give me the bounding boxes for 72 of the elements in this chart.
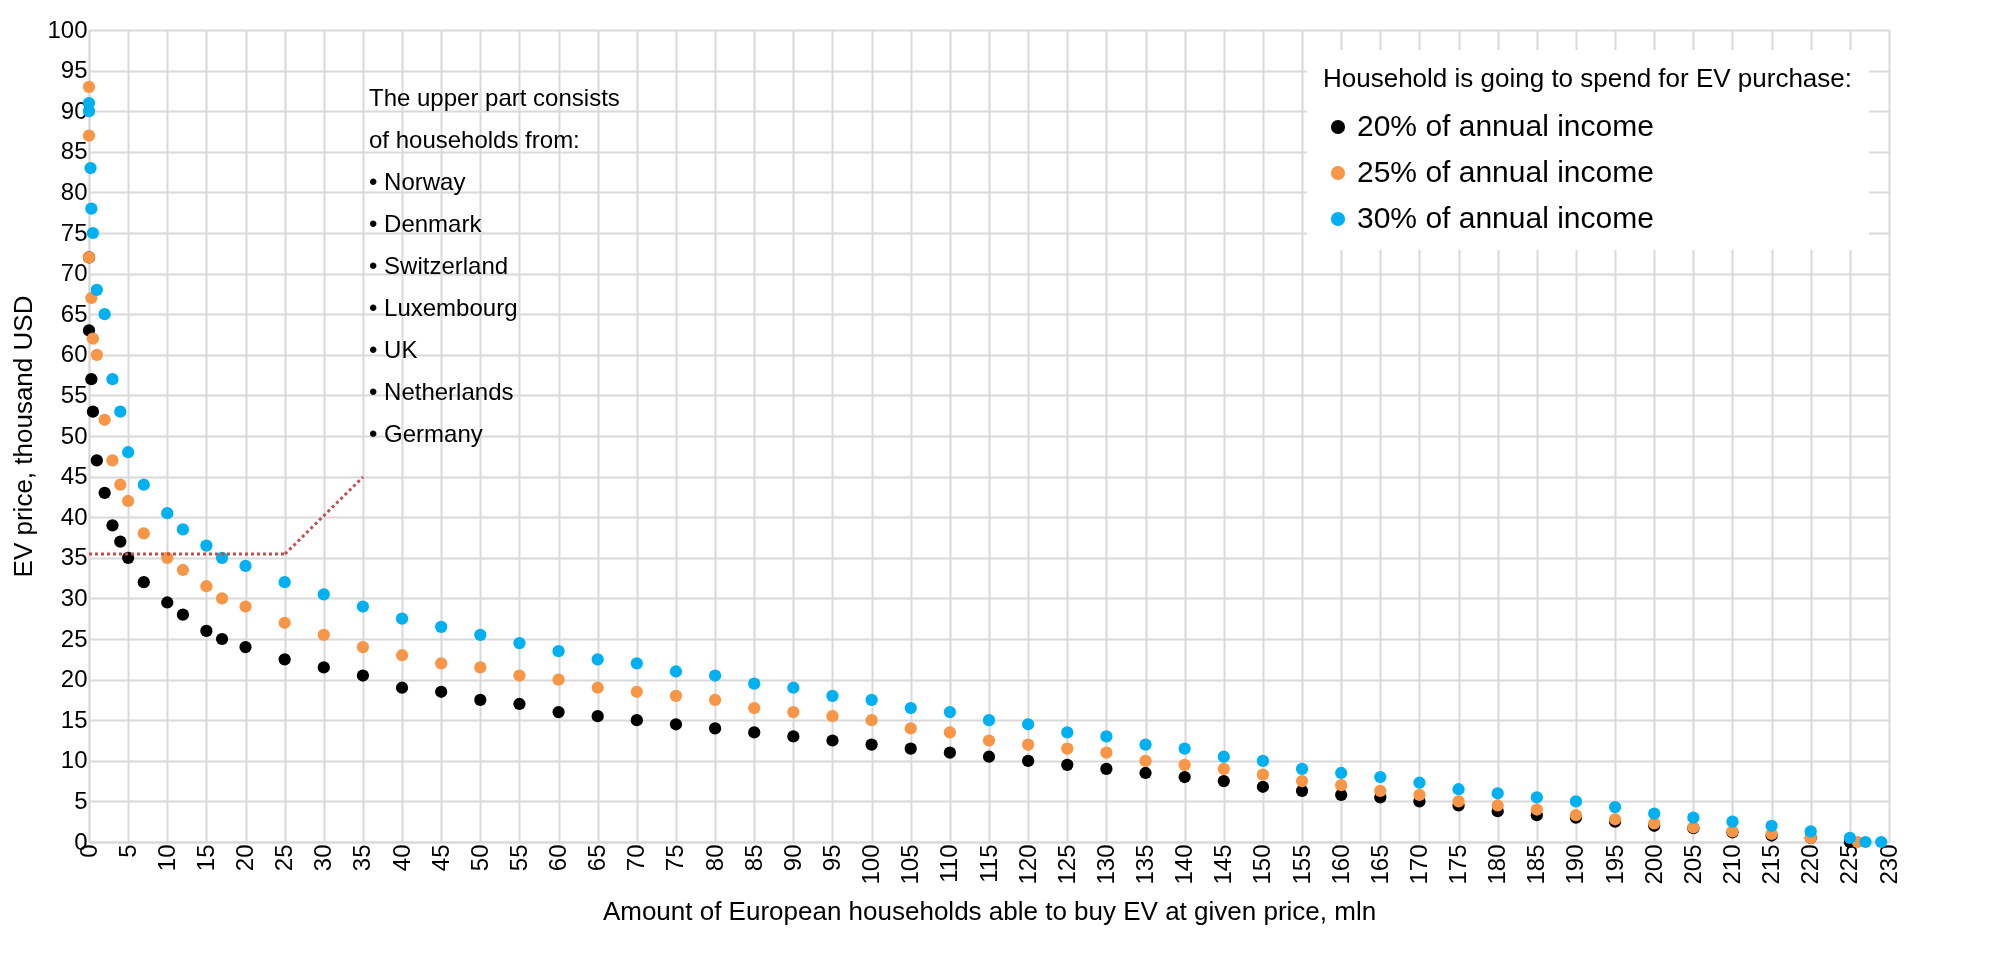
x-tick-label: 40 bbox=[387, 844, 415, 872]
y-tick-label: 80 bbox=[60, 177, 88, 205]
x-tick-label: 105 bbox=[896, 844, 924, 885]
x-tick-label: 35 bbox=[348, 844, 376, 872]
x-tick-label: 220 bbox=[1796, 844, 1824, 885]
y-tick-label: 60 bbox=[60, 340, 88, 368]
x-tick-label: 165 bbox=[1365, 844, 1393, 885]
x-tick-label: 75 bbox=[661, 844, 689, 872]
y-tick-label: 30 bbox=[60, 583, 88, 611]
y-tick-label: 70 bbox=[60, 259, 88, 287]
x-tick-label: 140 bbox=[1170, 844, 1198, 885]
x-tick-label: 30 bbox=[309, 844, 337, 872]
y-tick-label: 95 bbox=[60, 56, 88, 84]
x-tick-label: 70 bbox=[622, 844, 650, 872]
y-tick-label: 100 bbox=[47, 15, 88, 43]
legend-label: 30% of annual income bbox=[1357, 201, 1654, 234]
y-tick-label: 25 bbox=[60, 624, 88, 652]
x-tick-label: 190 bbox=[1561, 844, 1589, 885]
legend-label: 25% of annual income bbox=[1357, 155, 1654, 188]
x-tick-label: 50 bbox=[465, 844, 493, 872]
legend-label: 20% of annual income bbox=[1357, 109, 1654, 142]
x-tick-label: 200 bbox=[1639, 844, 1667, 885]
x-tick-label: 150 bbox=[1248, 844, 1276, 885]
x-tick-label: 155 bbox=[1287, 844, 1315, 885]
x-tick-label: 160 bbox=[1326, 844, 1354, 885]
x-tick-label: 60 bbox=[544, 844, 572, 872]
y-tick-label: 40 bbox=[60, 502, 88, 530]
y-tick-label: 15 bbox=[60, 705, 88, 733]
x-tick-label: 145 bbox=[1209, 844, 1237, 885]
x-tick-label: 225 bbox=[1835, 844, 1863, 885]
y-tick-label: 20 bbox=[60, 665, 88, 693]
x-tick-label: 65 bbox=[583, 844, 611, 872]
x-tick-label: 95 bbox=[817, 844, 845, 872]
y-tick-label: 10 bbox=[60, 746, 88, 774]
x-tick-label: 45 bbox=[426, 844, 454, 872]
x-tick-label: 55 bbox=[504, 844, 532, 872]
x-tick-label: 5 bbox=[113, 844, 141, 858]
legend-title: Household is going to spend for EV purchase: bbox=[1323, 63, 1853, 93]
x-tick-label: 195 bbox=[1600, 844, 1628, 885]
x-tick-label: 115 bbox=[974, 844, 1002, 883]
y-tick-label: 55 bbox=[60, 380, 88, 408]
x-tick-label: 10 bbox=[152, 844, 180, 872]
x-tick-label: 210 bbox=[1717, 844, 1745, 885]
x-tick-label: 215 bbox=[1757, 844, 1785, 885]
y-tick-label: 50 bbox=[60, 421, 88, 449]
x-tick-label: 175 bbox=[1444, 844, 1472, 885]
y-tick-label: 75 bbox=[60, 218, 88, 246]
x-tick-label: 135 bbox=[1131, 844, 1159, 885]
y-tick-label: 45 bbox=[60, 462, 88, 490]
x-axis-title: Amount of European households able to buy EV at given price, mln bbox=[602, 895, 1377, 926]
x-tick-label: 170 bbox=[1404, 844, 1432, 885]
x-tick-label: 100 bbox=[857, 844, 885, 885]
x-tick-label: 205 bbox=[1678, 844, 1706, 885]
y-tick-label: 85 bbox=[60, 137, 88, 165]
x-tick-label: 180 bbox=[1483, 844, 1511, 885]
x-tick-label: 25 bbox=[270, 844, 298, 872]
x-tick-label: 125 bbox=[1052, 844, 1080, 885]
text: The upper part consists of households from: • Norway • Denmark • Switzerland • Luxembourg • UK • Netherlands • Germany bbox=[369, 84, 620, 447]
y-tick-label: 35 bbox=[60, 543, 88, 571]
y-tick-label: 65 bbox=[60, 299, 88, 327]
x-tick-label: 15 bbox=[191, 844, 219, 872]
x-tick-label: 110 bbox=[935, 844, 963, 883]
x-tick-label: 185 bbox=[1522, 844, 1550, 885]
x-tick-label: 20 bbox=[231, 844, 259, 872]
x-tick-label: 80 bbox=[700, 844, 728, 872]
x-tick-label: 230 bbox=[1874, 844, 1902, 885]
x-tick-label: 85 bbox=[739, 844, 767, 872]
x-tick-label: 90 bbox=[778, 844, 806, 872]
y-tick-label: 5 bbox=[74, 786, 88, 814]
y-axis-title: EV price, thousand USD bbox=[8, 295, 39, 578]
x-tick-label: 120 bbox=[1013, 844, 1041, 885]
x-tick-label: 130 bbox=[1091, 844, 1119, 885]
